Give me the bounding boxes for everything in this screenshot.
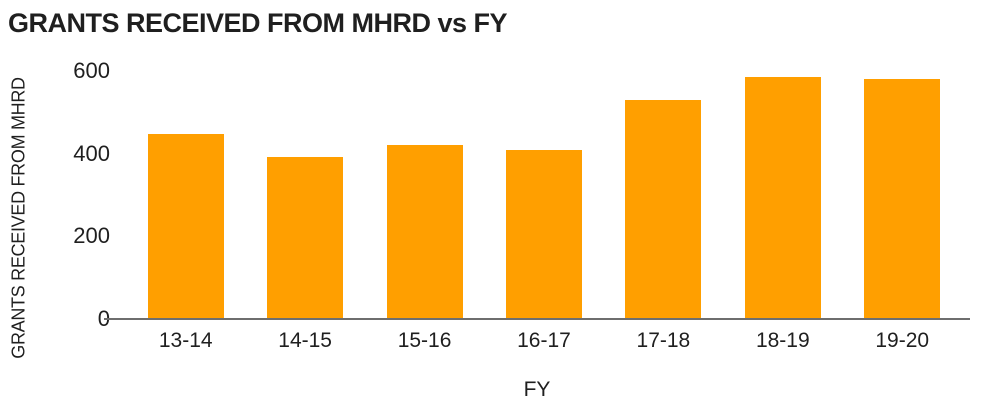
bar-slot — [365, 71, 484, 319]
bar — [386, 144, 463, 319]
y-tick-label: 400 — [73, 140, 110, 166]
y-tick-label: 200 — [73, 223, 110, 249]
y-tick-label: 600 — [73, 58, 110, 83]
plot-area — [126, 71, 962, 319]
bar-slot — [723, 71, 842, 319]
x-tick-label: 13-14 — [158, 329, 213, 352]
bar — [625, 99, 702, 319]
bar — [147, 133, 224, 319]
x-axis-line — [104, 318, 970, 320]
bar-slot — [484, 71, 603, 319]
x-tick-label: 19-20 — [875, 329, 930, 352]
bar-slot — [843, 71, 962, 319]
bar — [744, 77, 821, 319]
x-axis-ticks: 13-14 14-15 15-16 16-17 17-18 18-19 19-20 — [126, 329, 962, 353]
x-tick-label: 17-18 — [636, 329, 691, 352]
bar — [267, 156, 344, 319]
x-tick-label: 18-19 — [755, 329, 810, 352]
bar — [505, 149, 582, 319]
x-tick-label: 16-17 — [517, 329, 571, 352]
chart-title: GRANTS RECEIVED FROM MHRD vs FY — [8, 8, 508, 38]
bar-slot — [126, 71, 245, 319]
bar-slot — [245, 71, 364, 319]
y-axis-title: GRANTS RECEIVED FROM MHRD — [8, 77, 29, 359]
x-tick-label: 14-15 — [278, 329, 332, 352]
x-tick-label: 15-16 — [397, 329, 452, 352]
y-tick-label: 0 — [97, 306, 110, 331]
x-axis-title: FY — [523, 378, 551, 401]
bar — [864, 78, 941, 319]
bar-slot — [604, 71, 723, 319]
